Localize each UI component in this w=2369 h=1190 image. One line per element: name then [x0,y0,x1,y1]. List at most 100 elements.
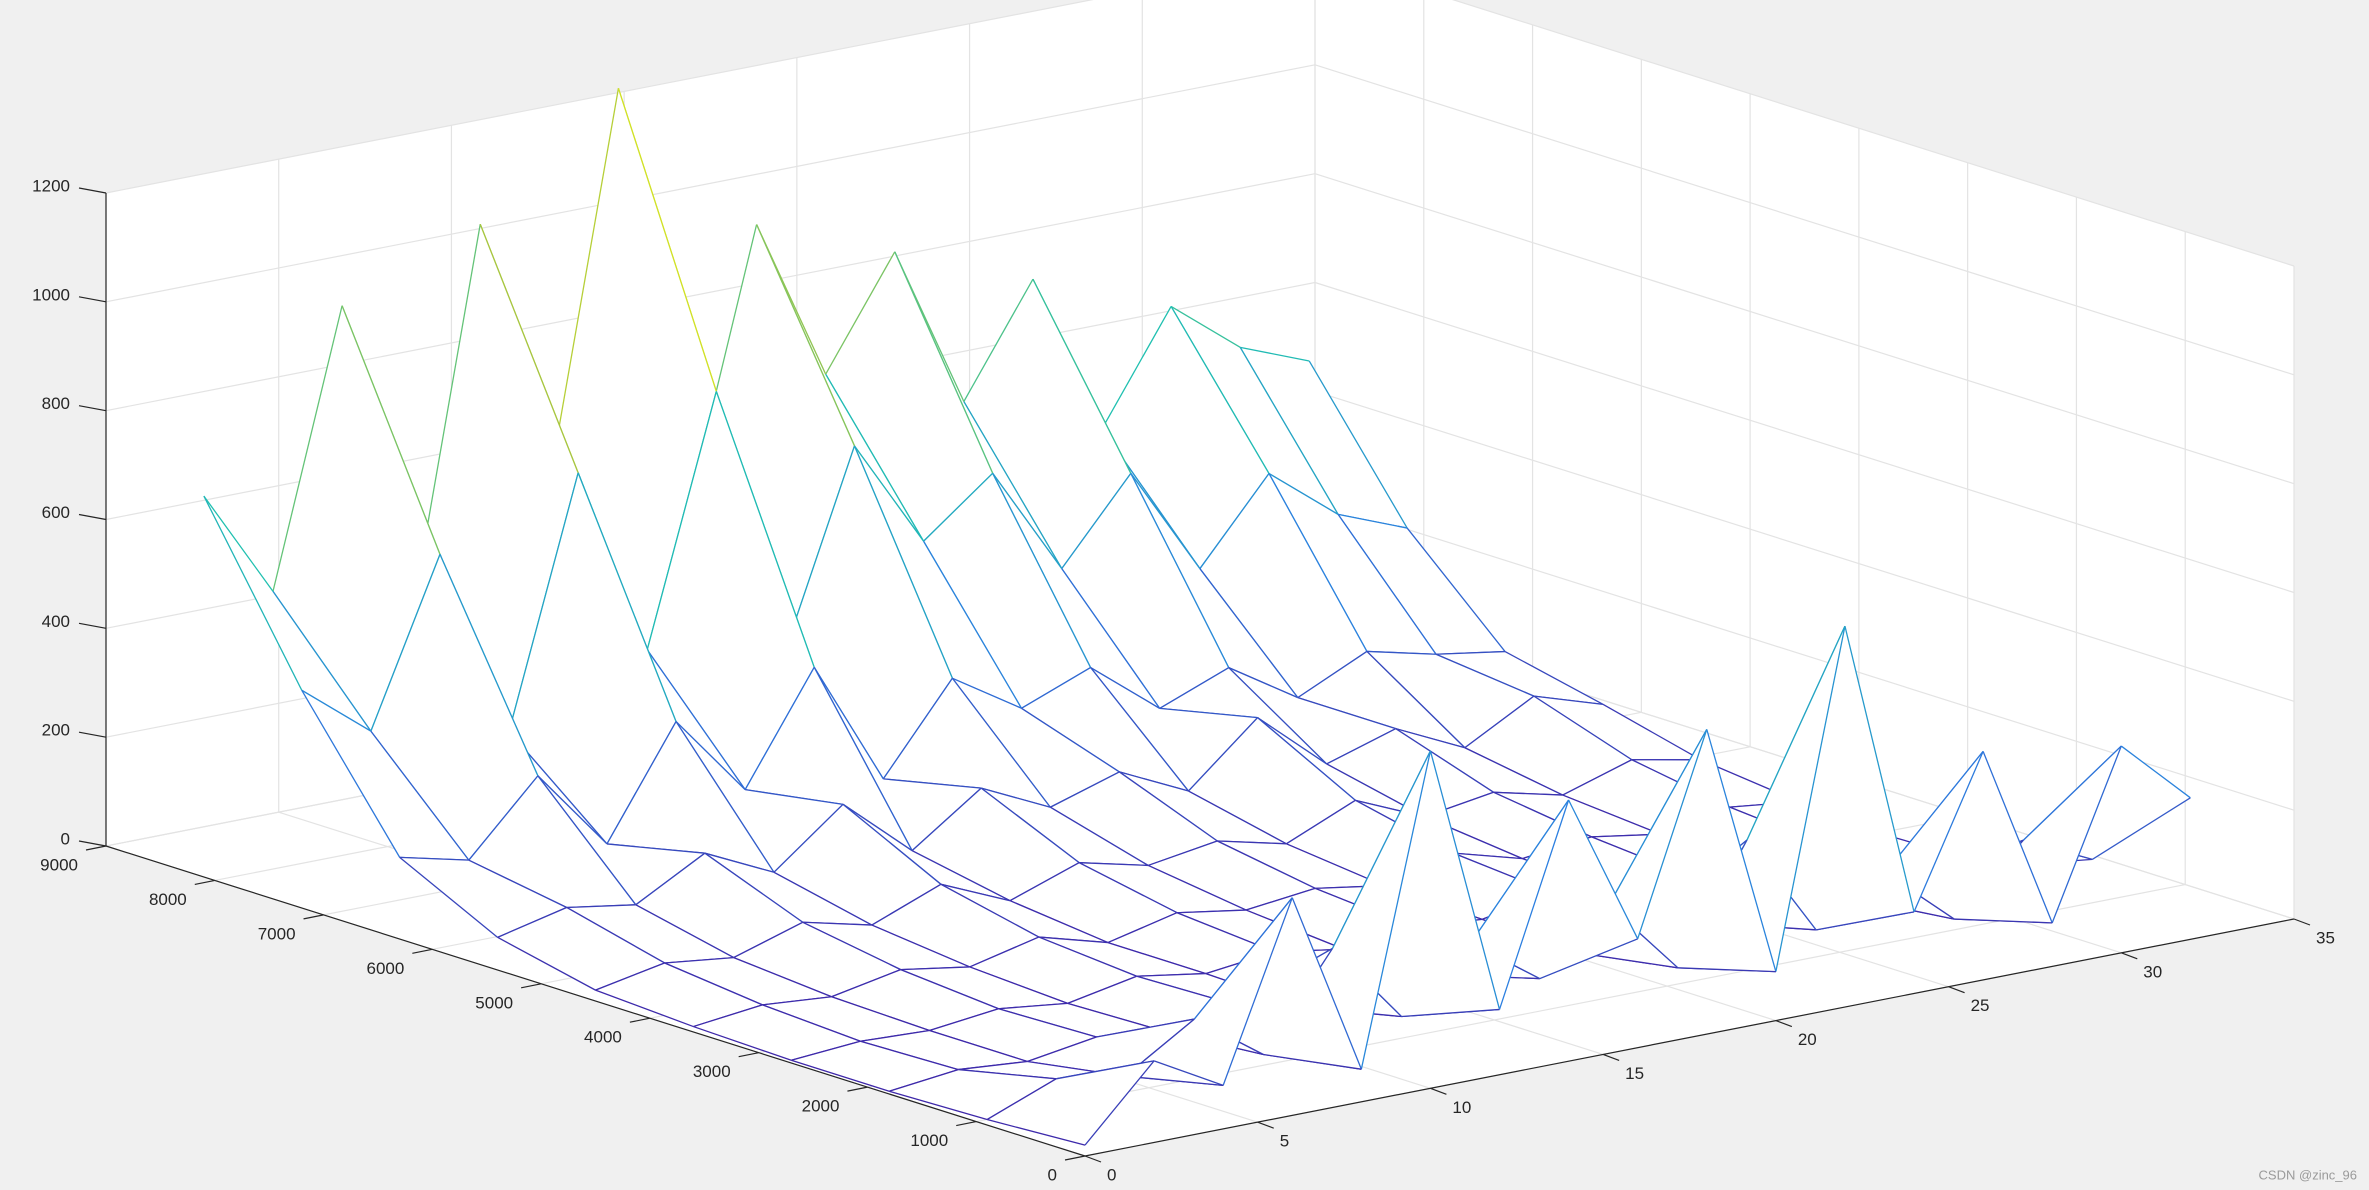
mesh-face [509,472,676,844]
x-tick [1775,1020,1793,1028]
mesh-edge [1539,938,1638,980]
mesh-edge [773,871,873,926]
mesh-edge [1147,864,1247,911]
side-wall [1315,0,2294,919]
mesh-edge [1884,750,1984,874]
mesh-face [1061,473,1229,709]
mesh-face [998,1003,1166,1037]
x-tick-label: 10 [1452,1098,1471,1117]
mesh-edge [860,1040,959,1071]
mesh-edge [1464,747,1563,796]
mesh-face [1297,651,1465,748]
x-tick [1948,986,1965,994]
x-tick-label: 25 [1971,996,1990,1015]
mesh-edge [595,962,665,991]
mesh-edge [1067,975,1137,1004]
mesh-edge [1130,473,1201,570]
mesh-face [1269,473,1436,655]
mesh-surface [203,88,2191,1146]
axes: 0200400600800100012000100020003000400050… [32,176,2335,1184]
mesh-edge [1021,707,1120,773]
mesh-edge [825,373,925,542]
mesh-edge [860,1029,930,1042]
mesh-face [1010,862,1177,943]
mesh-edge [871,924,970,968]
mesh-edge [952,677,1022,709]
mesh-edge [595,989,694,1028]
mesh-edge [1608,729,1708,906]
mesh-edge [963,401,1063,569]
mesh-edge [894,251,994,474]
mesh-edge [1498,799,1570,1010]
mesh-edge [802,921,872,926]
x-tick-label: 20 [1798,1030,1817,1049]
z-tick-label: 0 [61,829,70,848]
mesh-edge [969,966,1068,1004]
mesh-edge [1337,513,1408,529]
grid-line [1314,281,2295,594]
mesh-face [1107,912,1275,974]
mesh-edge [1453,852,1523,860]
mesh-edge [1009,900,1109,944]
mesh-edge [1038,936,1137,977]
mesh-edge [1170,306,1270,474]
mesh-edge [1366,650,1437,655]
mesh-edge [929,1008,999,1032]
mesh-edge [1038,936,1108,944]
mesh-edge [825,251,896,375]
mesh-edge [715,391,815,668]
mesh-edge [882,677,953,780]
mesh-face [370,554,538,861]
y-tick-label: 3000 [693,1062,731,1081]
mesh-edge [842,803,913,852]
mesh-edge [635,852,706,906]
y-tick [85,845,107,851]
mesh-edge [537,775,637,906]
mesh-face [854,445,1022,709]
mesh-edge [1061,568,1161,709]
mesh-face [595,963,763,1027]
mesh-edge [693,1025,792,1061]
mesh-edge [203,495,303,691]
mesh-edge [1056,1060,1155,1080]
mesh-edge [1746,625,1846,841]
mesh-edge [1406,527,1506,652]
mesh-edge [1130,473,1230,668]
z-tick [78,840,107,847]
y-tick-label: 7000 [258,924,296,943]
mesh-edge [566,906,665,964]
y-tick [629,1017,651,1023]
mesh-edge [1193,897,1293,1020]
mesh-edge [301,689,372,732]
mesh-edge [813,666,913,851]
mesh-edge [1217,840,1287,845]
mesh-edge [1245,887,1316,911]
mesh-face [676,721,843,873]
y-tick-label: 9000 [40,855,78,874]
mesh-edge [2092,797,2191,860]
mesh-edge [1331,750,1432,949]
mesh-edge [704,852,804,923]
mesh-face [762,996,930,1042]
mesh-edge [1677,967,1776,973]
mesh-edge [1954,918,2053,924]
mesh-edge [1913,751,1984,913]
mesh-edge [1326,728,1397,765]
x-axis-line [1084,918,2295,1157]
z-tick [78,513,107,521]
mesh-edge [1009,862,1080,902]
z-tick [78,296,107,303]
mesh-edge [2120,745,2191,799]
mesh-edge [399,856,499,938]
y-tick-label: 4000 [584,1028,622,1047]
mesh-edge [831,968,901,998]
mesh-edge [1366,650,1466,749]
mesh-face [940,884,1108,943]
y-tick-label: 8000 [149,890,187,909]
mesh-face [802,922,970,970]
mesh-edge [1125,1075,1224,1087]
mesh-face [883,678,1051,808]
mesh-edge [1199,568,1299,699]
